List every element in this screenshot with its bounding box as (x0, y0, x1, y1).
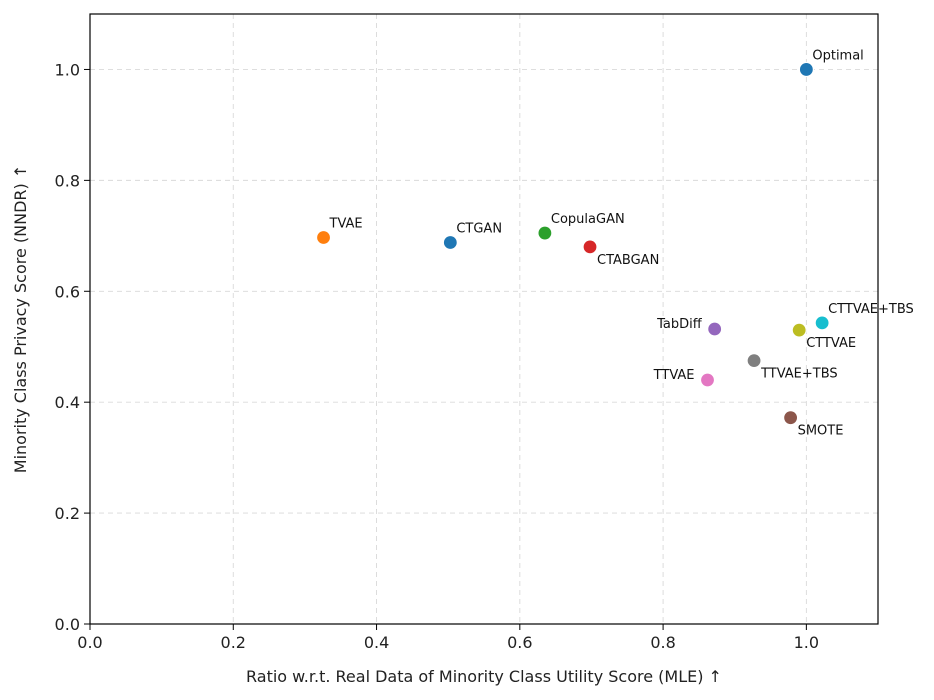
data-label: TVAE (329, 216, 363, 231)
data-point (315, 229, 332, 246)
y-tick-label: 1.0 (55, 60, 80, 79)
axis-ticks: 0.0 0.2 0.4 0.6 0.8 1.0 0.0 0.2 0.4 0.6 0.8 1.0 (55, 60, 820, 652)
data-point (442, 234, 458, 251)
data-label: CTGAN (456, 221, 502, 236)
data-point (814, 315, 830, 331)
data-label: CTTVAE (806, 336, 856, 351)
data-label: CTTVAE+TBS (828, 302, 914, 317)
x-tick-label: 0.2 (221, 633, 246, 652)
x-axis-label: Ratio w.r.t. Real Data of Minority Class… (246, 667, 722, 686)
x-tick-label: 0.0 (77, 633, 102, 652)
plot-frame (89, 13, 879, 625)
y-axis-label: Minority Class Privacy Score (NNDR) ↑ (11, 165, 30, 473)
data-label: CTABGAN (597, 253, 659, 268)
data-label: TabDiff (656, 317, 703, 332)
data-label: SMOTE (798, 424, 844, 439)
x-tick-label: 0.8 (650, 633, 675, 652)
data-points (315, 61, 830, 426)
data-label: TTVAE+TBS (760, 367, 838, 382)
data-point (746, 352, 762, 369)
y-tick-label: 0.4 (55, 393, 80, 412)
x-tick-label: 0.6 (507, 633, 532, 652)
data-labels: Optimal TVAE CTGAN CopulaGAN CTABGAN TabDiff C… (329, 48, 914, 438)
y-tick-label: 0.6 (55, 282, 80, 301)
data-point (699, 372, 716, 388)
y-tick-label: 0.0 (55, 615, 80, 634)
data-point (783, 410, 799, 426)
data-label: Optimal (812, 48, 863, 63)
x-tick-label: 1.0 (794, 633, 819, 652)
x-tick-label: 0.4 (364, 633, 389, 652)
y-tick-label: 0.8 (55, 171, 80, 190)
data-label: CopulaGAN (551, 212, 625, 227)
data-point (798, 61, 814, 78)
y-tick-label: 0.2 (55, 504, 80, 523)
data-point (791, 322, 807, 338)
data-point (707, 321, 723, 337)
data-label: TTVAE (653, 368, 695, 383)
data-point (582, 239, 598, 255)
data-point (537, 225, 553, 241)
